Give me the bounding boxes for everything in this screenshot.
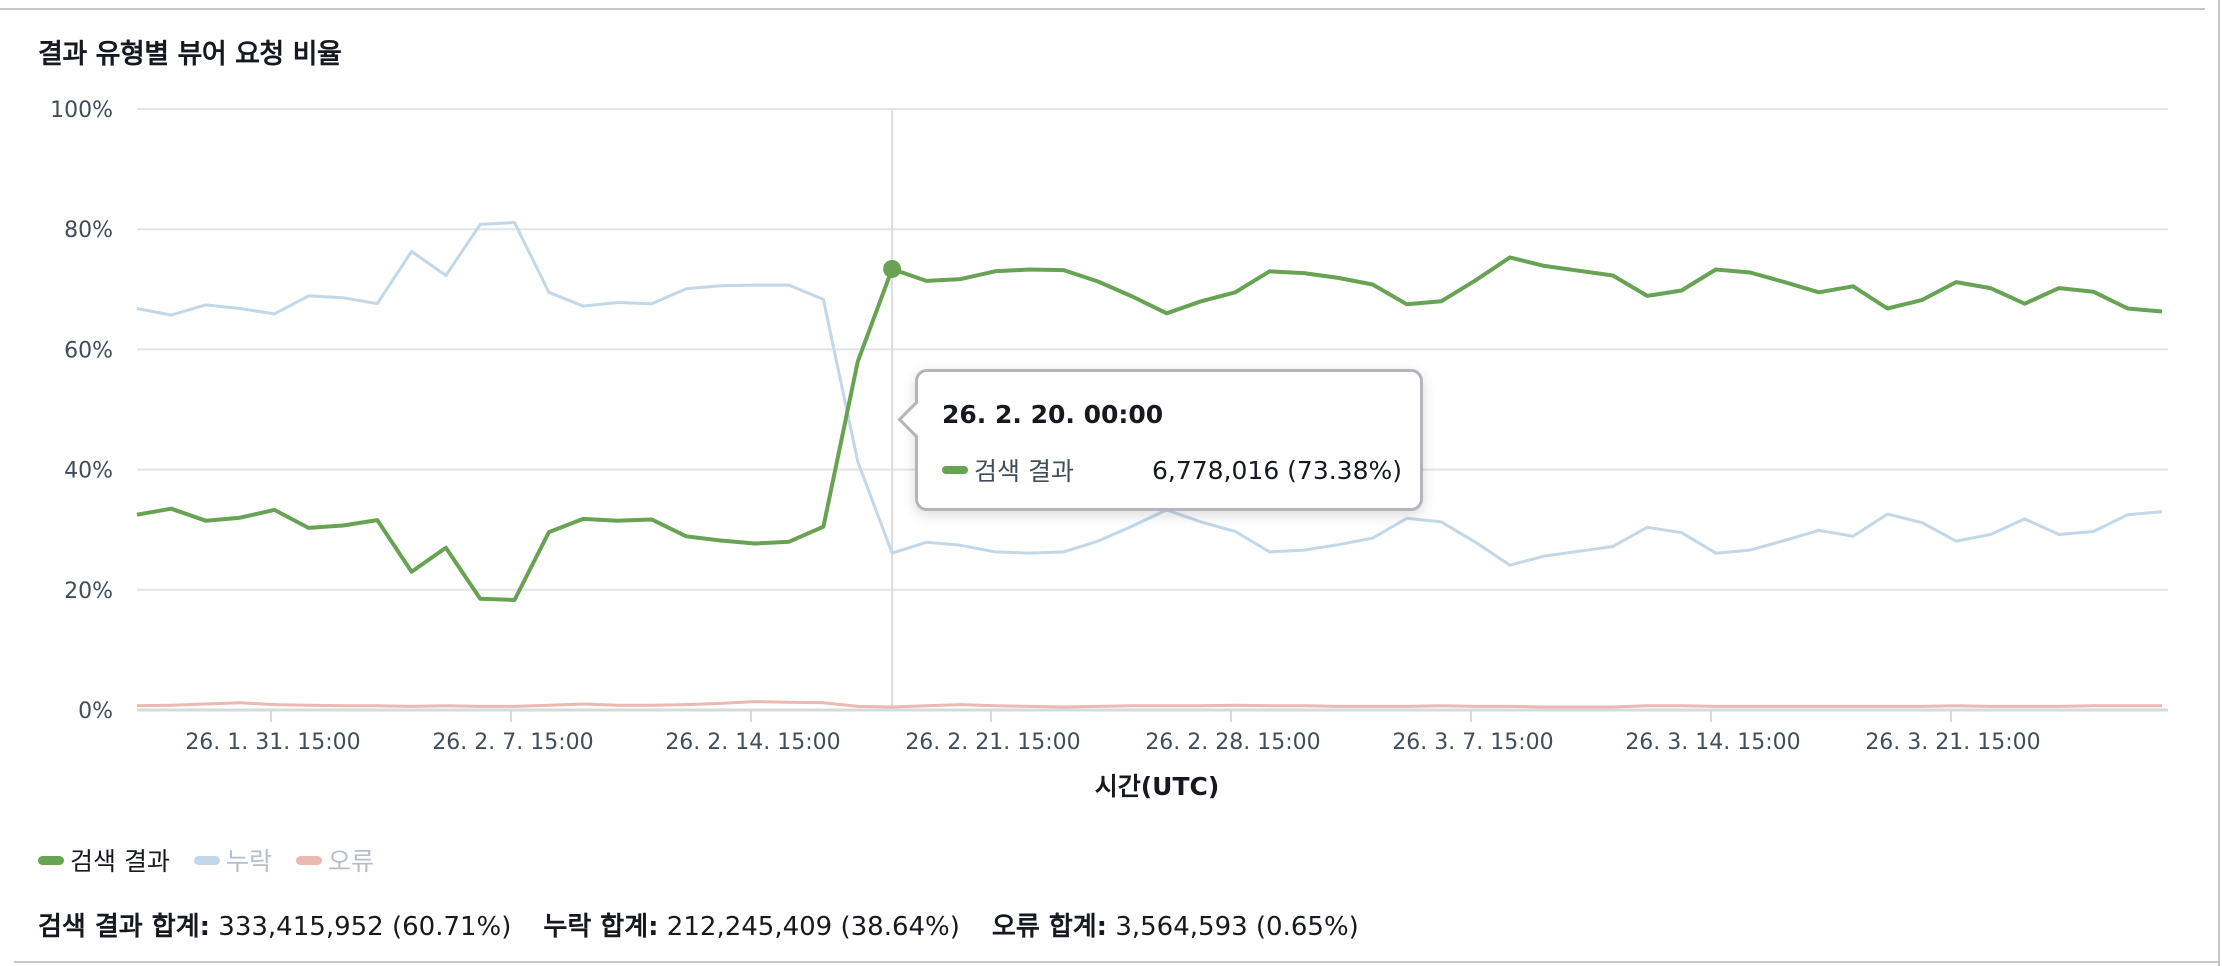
- x-axis: 26. 1. 31. 15:00 26. 2. 7. 15:00 26. 2. 14…: [185, 710, 2041, 755]
- tooltip: 26. 2. 20. 00:00 검색 결과 6,778,016 (73.38%…: [897, 369, 1423, 511]
- y-tick-label: 20%: [64, 579, 113, 604]
- panel-right-border: [2218, 0, 2220, 966]
- series-line[interactable]: [136, 700, 2162, 709]
- panel-top-border: [0, 8, 2205, 10]
- y-axis: 0% 20% 40% 60% 80% 100%: [50, 98, 113, 724]
- legend-label: 누락: [225, 847, 272, 876]
- panel-bottom-border: [14, 961, 2219, 963]
- legend-swatch-icon: [38, 855, 64, 865]
- total-search-results: 검색 결과 합계: 333,415,952 (60.71%): [38, 912, 512, 942]
- series-line[interactable]: [136, 255, 2163, 602]
- tooltip-series-label: 검색 결과: [974, 457, 1074, 486]
- x-tick-label: 26. 3. 14. 15:00: [1625, 730, 1800, 755]
- y-tick-label: 0%: [78, 699, 113, 724]
- legend-item-search-results[interactable]: 검색 결과: [38, 842, 170, 878]
- legend: 검색 결과 누락 오류: [38, 842, 398, 878]
- totals-summary: 검색 결과 합계: 333,415,952 (60.71%) 누락 합계: 21…: [38, 906, 1391, 943]
- tooltip-title: 26. 2. 20. 00:00: [942, 400, 1164, 429]
- y-tick-label: 80%: [64, 218, 113, 243]
- series-lines[interactable]: [136, 221, 2163, 709]
- x-axis-title: 시간(UTC): [1095, 772, 1220, 801]
- tooltip-row: 검색 결과 6,778,016 (73.38%): [942, 452, 1402, 488]
- legend-label: 오류: [327, 847, 374, 876]
- series-line[interactable]: [136, 221, 2163, 567]
- x-tick-label: 26. 2. 21. 15:00: [905, 730, 1080, 755]
- series-swatch-icon: [942, 466, 968, 474]
- x-tick-label: 26. 2. 7. 15:00: [432, 730, 593, 755]
- legend-swatch-icon: [295, 855, 322, 865]
- x-tick-label: 26. 3. 7. 15:00: [1392, 730, 1553, 755]
- total-error: 오류 합계: 3,564,593 (0.65%): [991, 912, 1359, 942]
- legend-label: 검색 결과: [70, 847, 170, 876]
- x-tick-label: 26. 3. 21. 15:00: [1865, 730, 2040, 755]
- x-tick-label: 26. 1. 31. 15:00: [185, 730, 360, 755]
- y-tick-label: 60%: [64, 338, 113, 363]
- legend-item-error[interactable]: 오류: [295, 842, 374, 878]
- chart-title: 결과 유형별 뷰어 요청 비율: [38, 39, 342, 70]
- total-missing: 누락 합계: 212,245,409 (38.64%): [543, 912, 960, 942]
- tooltip-value: 6,778,016 (73.38%): [1151, 455, 1402, 485]
- legend-item-missing[interactable]: 누락: [193, 842, 272, 878]
- highlight-point[interactable]: [883, 259, 902, 278]
- y-tick-label: 100%: [50, 98, 113, 123]
- legend-swatch-icon: [193, 855, 220, 865]
- y-tick-label: 40%: [64, 459, 113, 484]
- x-tick-label: 26. 2. 28. 15:00: [1145, 730, 1320, 755]
- x-tick-label: 26. 2. 14. 15:00: [665, 730, 840, 755]
